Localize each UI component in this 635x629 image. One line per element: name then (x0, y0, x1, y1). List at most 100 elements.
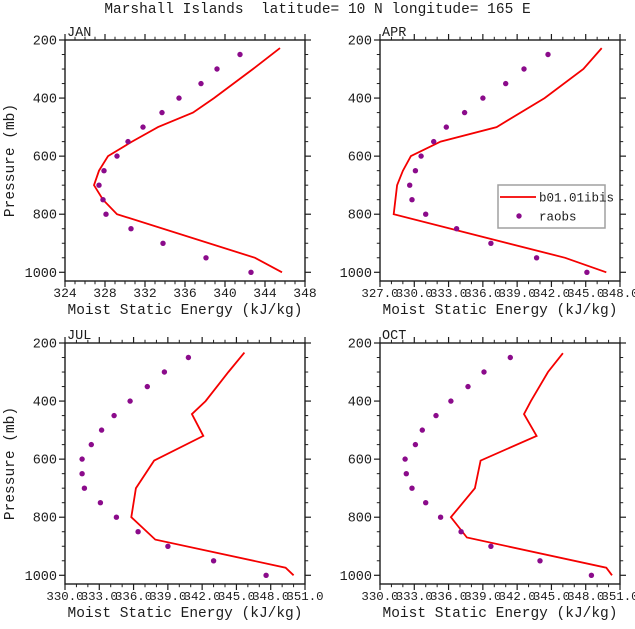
obs-dot-jan (100, 197, 106, 203)
model-line-oct (449, 352, 613, 576)
obs-dot-oct (402, 456, 408, 462)
obs-dot-apr (453, 226, 460, 232)
x-tick-label: 332 (133, 286, 156, 301)
axes-frame-oct (379, 342, 621, 585)
obs-dot-jan (140, 124, 146, 130)
x-tick-label: 339.0 (149, 590, 186, 604)
model-line-jan (93, 47, 283, 274)
obs-dot-apr (503, 80, 509, 87)
obs-dot-apr (521, 66, 527, 72)
x-tick-label: 328 (93, 286, 116, 301)
x-tick-label: 339.0 (464, 590, 501, 604)
x-tick-label: 336.0 (464, 287, 501, 301)
obs-dot-jan (101, 168, 107, 174)
obs-dot-jul (127, 398, 133, 404)
y-tick-label: 800 (33, 512, 57, 527)
obs-dot-apr (443, 124, 449, 130)
x-tick-label: 342.0 (184, 590, 221, 604)
obs-dot-apr (412, 168, 419, 174)
y-axis-label: Pressure (mb) (3, 407, 19, 520)
x-tick-label: 330.0 (396, 287, 433, 301)
obs-dot-jul (263, 572, 269, 578)
x-tick-label: 345.0 (567, 287, 604, 301)
x-tick-label: 351.0 (286, 590, 323, 604)
x-axis-label: Moist Static Energy (kJ/kg) (68, 606, 303, 622)
obs-dot-apr (409, 197, 415, 203)
obs-dot-apr (545, 51, 551, 58)
obs-dot-oct (409, 485, 415, 491)
x-tick-label: 348.0 (252, 590, 289, 604)
obs-dot-jul (165, 543, 171, 549)
obs-dot-oct (481, 369, 487, 375)
obs-dot-oct (433, 412, 439, 419)
model-line-jul (130, 352, 295, 576)
y-tick-label: 400 (348, 93, 372, 108)
y-tick-label: 1000 (340, 570, 372, 585)
obs-dot-apr (533, 255, 540, 261)
obs-dot-jul (111, 412, 117, 419)
panel-title-jul: JUL (67, 329, 91, 344)
obs-dot-jul (97, 500, 104, 506)
obs-dot-oct (458, 529, 464, 535)
obs-dot-jan (159, 109, 165, 116)
obs-dot-jul (88, 441, 95, 448)
axes-frame-jan (64, 39, 306, 282)
y-tick-label: 800 (348, 209, 372, 224)
x-tick-label: 330.0 (361, 590, 398, 604)
obs-dot-jan (214, 66, 220, 72)
obs-dot-apr (480, 95, 486, 101)
x-axis-label: Moist Static Energy (kJ/kg) (68, 303, 303, 319)
obs-dot-oct (419, 427, 425, 433)
y-tick-label: 600 (33, 454, 57, 469)
obs-dot-jul (113, 514, 120, 520)
y-tick-label: 400 (33, 396, 57, 411)
y-axis-label: Pressure (mb) (3, 104, 19, 217)
model-line-apr (392, 47, 607, 274)
axes-frame-apr (379, 39, 621, 282)
obs-dot-apr (488, 240, 494, 246)
x-tick-label: 336 (173, 286, 196, 301)
legend-box (497, 184, 606, 229)
panel-title-jan: JAN (67, 26, 91, 41)
obs-dot-oct (403, 471, 409, 477)
obs-dot-oct (537, 558, 543, 564)
obs-dot-apr (461, 109, 468, 116)
obs-dot-apr (431, 138, 437, 145)
obs-dot-oct (488, 543, 494, 549)
x-axis-label: Moist Static Energy (kJ/kg) (383, 606, 618, 622)
obs-dot-jan (203, 255, 209, 261)
x-tick-label: 342.0 (499, 590, 536, 604)
obs-dot-jul (210, 558, 217, 564)
obs-dot-apr (584, 269, 590, 275)
panel-title-oct: OCT (382, 329, 406, 344)
obs-dot-apr (418, 153, 424, 159)
y-tick-label: 200 (348, 35, 372, 50)
obs-dot-jul (79, 456, 85, 462)
x-tick-label: 333.0 (81, 590, 118, 604)
legend-dot-sample (516, 213, 522, 219)
x-tick-label: 348.0 (567, 590, 604, 604)
y-tick-label: 1000 (25, 267, 57, 282)
obs-dot-jul (144, 383, 150, 390)
y-tick-label: 600 (348, 151, 372, 166)
x-tick-label: 333.0 (430, 287, 467, 301)
obs-dot-jul (98, 427, 105, 433)
obs-dot-oct (465, 383, 471, 390)
obs-dot-oct (423, 500, 429, 506)
obs-dot-jan (96, 182, 102, 188)
y-tick-label: 1000 (25, 570, 57, 585)
x-tick-label: 330.0 (46, 590, 83, 604)
x-tick-label: 340 (213, 286, 236, 301)
x-tick-label: 348.0 (601, 287, 635, 301)
x-tick-label: 344 (253, 286, 277, 301)
x-tick-label: 345.0 (218, 590, 255, 604)
x-tick-label: 336.0 (115, 590, 152, 604)
obs-dot-oct (507, 354, 513, 361)
y-tick-label: 400 (33, 93, 57, 108)
y-tick-label: 800 (33, 209, 57, 224)
obs-dot-jan (176, 95, 182, 101)
obs-dot-jan (198, 80, 204, 87)
figure-title: Marshall Islands latitude= 10 N longitud… (104, 2, 531, 18)
x-tick-label: 333.0 (396, 590, 433, 604)
